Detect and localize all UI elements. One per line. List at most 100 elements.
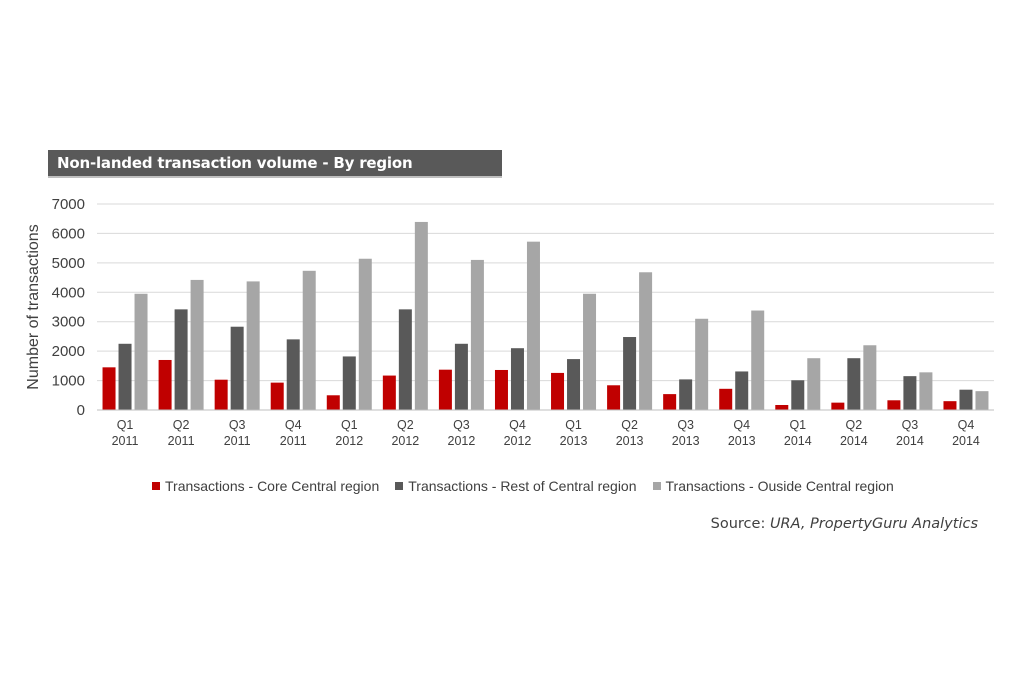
x-tick-quarter: Q4 — [509, 418, 526, 432]
bar — [719, 388, 733, 410]
legend-label-core: Transactions - Core Central region — [165, 478, 380, 494]
bar — [270, 382, 284, 410]
source-label: Source: — [710, 516, 770, 532]
grid-lines — [97, 203, 994, 382]
x-tick-quarter: Q4 — [733, 418, 750, 432]
x-tick-year: 2014 — [952, 434, 980, 448]
bar — [326, 395, 340, 410]
bar — [959, 389, 973, 410]
x-tick-quarter: Q3 — [229, 418, 246, 432]
bar — [735, 371, 749, 410]
legend-item-core: Transactions - Core Central region — [152, 478, 379, 494]
x-tick-year: 2011 — [168, 434, 195, 448]
bar — [583, 293, 597, 410]
chart-title: Non-landed transaction volume - By regio… — [57, 154, 413, 172]
bar — [807, 358, 821, 410]
x-tick-quarter: Q4 — [958, 418, 975, 432]
x-tick-year: 2013 — [616, 434, 644, 448]
x-tick-quarter: Q3 — [453, 418, 470, 432]
x-tick-quarter: Q1 — [789, 418, 806, 432]
bar — [302, 270, 316, 410]
bar — [903, 376, 917, 410]
bar — [102, 367, 116, 410]
x-tick-year: 2013 — [560, 434, 588, 448]
bar — [158, 359, 172, 410]
chart-title-bar: Non-landed transaction volume - By regio… — [48, 150, 502, 178]
bar — [494, 369, 508, 410]
legend-item-outside: Transactions - Ouside Central region — [652, 478, 894, 494]
x-axis-ticks: Q1 2011 Q2 2011 Q3 2011 Q4 2011 Q1 2012 Q2 2012 Q3 20… — [112, 418, 980, 448]
x-tick-year: 2011 — [224, 434, 251, 448]
x-tick-quarter: Q2 — [846, 418, 863, 432]
bar — [847, 358, 861, 410]
y-tick-label: 2000 — [52, 343, 85, 360]
x-tick-year: 2014 — [896, 434, 924, 448]
bar — [975, 391, 989, 410]
legend-label-outside: Transactions - Ouside Central region — [665, 478, 894, 494]
bar — [382, 375, 396, 410]
bar — [438, 369, 452, 410]
legend-swatch-core — [152, 482, 160, 490]
x-tick-year: 2012 — [335, 434, 363, 448]
bar — [118, 343, 132, 410]
bar — [286, 339, 300, 410]
bar — [246, 281, 260, 410]
x-tick-quarter: Q2 — [621, 418, 638, 432]
bar — [863, 345, 877, 410]
y-axis-ticks: 0 1000 2000 3000 4000 5000 6000 7000 — [52, 196, 85, 419]
x-tick-year: 2011 — [280, 434, 307, 448]
bar — [567, 359, 581, 410]
bar — [919, 372, 933, 410]
source-note: Source: URA, PropertyGuru Analytics — [711, 516, 978, 532]
x-tick-year: 2013 — [728, 434, 756, 448]
y-tick-label: 5000 — [52, 255, 85, 272]
bar — [831, 402, 845, 410]
x-tick-year: 2012 — [448, 434, 476, 448]
x-tick-quarter: Q3 — [902, 418, 919, 432]
x-tick-quarter: Q1 — [565, 418, 582, 432]
bar — [510, 348, 524, 410]
x-tick-year: 2012 — [391, 434, 419, 448]
x-tick-year: 2014 — [784, 434, 812, 448]
y-tick-label: 1000 — [52, 373, 85, 390]
bar — [663, 394, 677, 410]
bar — [414, 221, 428, 410]
bars — [102, 221, 989, 410]
bar — [751, 310, 765, 410]
bar — [134, 293, 148, 410]
x-tick-quarter: Q2 — [173, 418, 190, 432]
bar — [174, 309, 188, 410]
bar — [190, 279, 204, 410]
x-tick-quarter: Q2 — [397, 418, 414, 432]
legend-label-rest: Transactions - Rest of Central region — [408, 478, 637, 494]
bar — [791, 380, 805, 410]
bar — [214, 379, 228, 410]
bar — [230, 326, 244, 410]
x-tick-quarter: Q3 — [677, 418, 694, 432]
bar — [887, 400, 901, 410]
bar — [454, 343, 468, 410]
y-tick-label: 3000 — [52, 314, 85, 331]
x-tick-quarter: Q1 — [117, 418, 134, 432]
bar — [398, 309, 412, 410]
bar — [639, 272, 653, 410]
x-tick-year: 2013 — [672, 434, 700, 448]
x-tick-year: 2012 — [504, 434, 532, 448]
bar — [342, 356, 356, 410]
legend-item-rest: Transactions - Rest of Central region — [395, 478, 637, 494]
bar — [695, 318, 709, 410]
x-tick-quarter: Q4 — [285, 418, 302, 432]
chart-legend: Transactions - Core Central region Trans… — [152, 478, 894, 494]
bar — [943, 401, 957, 410]
y-axis-label: Number of transactions — [25, 224, 42, 389]
y-tick-label: 0 — [77, 402, 85, 419]
x-tick-year: 2011 — [112, 434, 139, 448]
bar — [358, 258, 372, 410]
x-tick-year: 2014 — [840, 434, 868, 448]
y-tick-label: 7000 — [52, 196, 85, 213]
legend-swatch-outside — [652, 482, 661, 490]
y-tick-label: 4000 — [52, 284, 85, 301]
bar — [623, 337, 637, 410]
y-tick-label: 6000 — [52, 225, 85, 242]
